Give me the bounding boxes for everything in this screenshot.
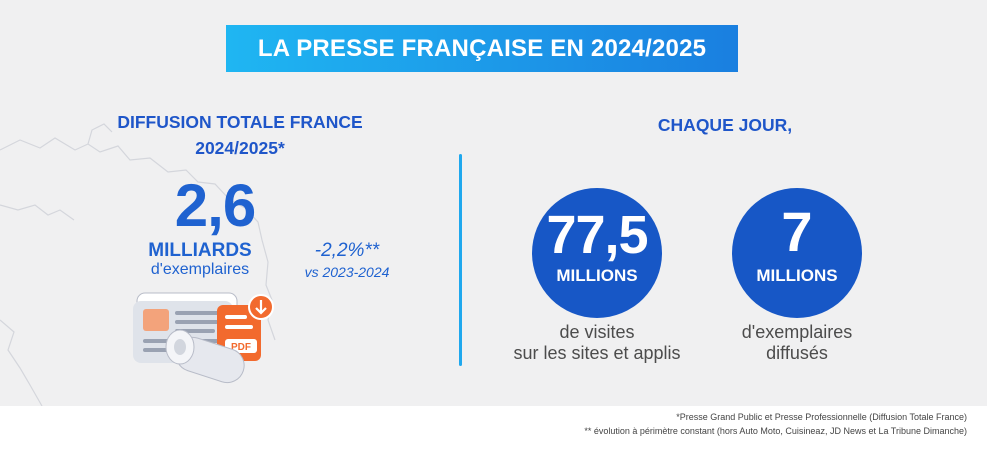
title-banner: LA PRESSE FRANÇAISE EN 2024/2025 [226, 25, 738, 72]
copies-caption-line1: d'exemplaires [741, 322, 853, 342]
diffusion-unit: MILLIARDS [148, 240, 252, 261]
page-title: LA PRESSE FRANÇAISE EN 2024/2025 [257, 34, 707, 62]
map-icon [0, 123, 276, 406]
footnote-2: ** évolution à périmètre constant (hors … [584, 426, 967, 436]
left-heading-line1: DIFFUSION TOTALE FRANCE [117, 112, 363, 132]
evolution-sub: vs 2023-2024 [304, 264, 390, 280]
footnote-1: *Presse Grand Public et Presse Professio… [676, 412, 967, 422]
infographic-panel: LA PRESSE FRANÇAISE EN 2024/2025 DIFFUSI… [0, 0, 987, 406]
visits-caption-line2: sur les sites et applis [513, 343, 681, 363]
visits-unit: MILLIONS [556, 266, 638, 285]
visits-circle: 77,5 MILLIONS [532, 188, 662, 318]
copies-circle: 7 MILLIONS [732, 188, 862, 318]
copies-caption-line2: diffusés [766, 343, 828, 363]
copies-unit: MILLIONS [756, 266, 838, 285]
footnotes: *Presse Grand Public et Presse Professio… [447, 410, 967, 438]
visits-caption: de visites sur les sites et applis [487, 322, 707, 364]
copies-number: 7 [781, 200, 813, 263]
copies-caption: d'exemplaires diffusés [697, 322, 897, 364]
visits-caption-line1: de visites [559, 322, 635, 342]
left-heading: DIFFUSION TOTALE FRANCE 2024/2025* [60, 109, 420, 161]
rolled-newspaper-icon [165, 329, 245, 384]
visits-number: 77,5 [546, 205, 648, 265]
newspaper-illustration: PDF [133, 292, 274, 384]
diffusion-number: 2,6 [174, 172, 256, 239]
diffusion-unit-sub: d'exemplaires [150, 261, 250, 278]
evolution-value: -2,2%** [314, 240, 380, 261]
svg-text:PDF: PDF [231, 342, 251, 353]
right-heading: CHAQUE JOUR, [657, 115, 793, 135]
vertical-divider [459, 154, 462, 366]
left-heading-line2: 2024/2025* [195, 138, 285, 158]
